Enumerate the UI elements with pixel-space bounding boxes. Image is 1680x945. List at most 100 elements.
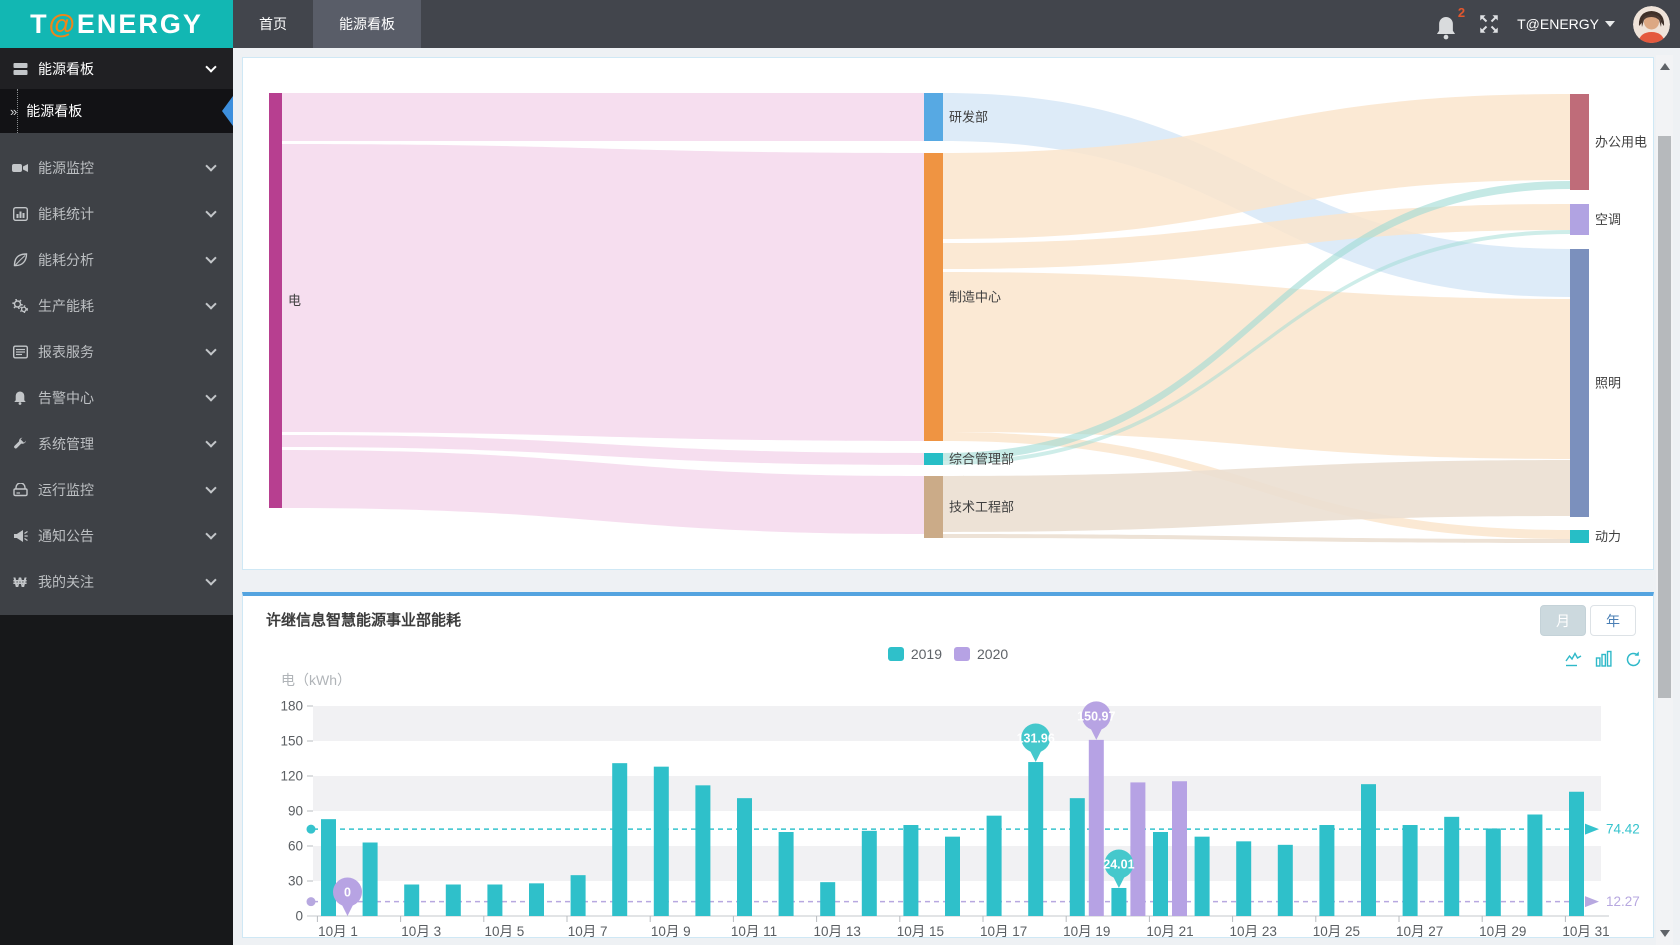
bar-2019-day13[interactable] (820, 882, 836, 916)
bar-2019-day25[interactable] (1319, 825, 1335, 916)
sankey-node-label: 办公用电 (1595, 135, 1647, 150)
legend-item-2019[interactable]: 2019 (887, 646, 942, 662)
bar-2019-day5[interactable] (487, 884, 503, 917)
bar-2019-day30[interactable] (1527, 814, 1543, 917)
bar-2019-day8[interactable] (612, 763, 628, 916)
bar-2019-day16[interactable] (945, 836, 960, 916)
sankey-node-研发部[interactable] (924, 93, 943, 141)
bar-2019-day10[interactable] (695, 785, 711, 916)
marker-pin-2020-day1[interactable] (333, 877, 362, 907)
sankey-node-综合管理部[interactable] (924, 453, 943, 465)
average-arrow-icon (1585, 823, 1599, 835)
sankey-node-制造中心[interactable] (924, 153, 943, 441)
bar-2019-day18[interactable] (1028, 762, 1044, 916)
won-icon: ₩ (13, 574, 27, 590)
marker-pin-2020-day19[interactable] (1081, 701, 1111, 731)
tab-1[interactable]: 能源看板 (313, 0, 421, 48)
bar-2020-day19[interactable] (1088, 739, 1104, 916)
chart-title: 许继信息智慧能源事业部能耗 (266, 612, 462, 629)
bar-2020-day21[interactable] (1172, 781, 1187, 916)
bar-chart-icon[interactable] (1594, 650, 1613, 669)
sankey-node-动力[interactable] (1570, 530, 1589, 543)
bar-2019-day27[interactable] (1402, 825, 1418, 916)
bar-2019-day29[interactable] (1485, 828, 1501, 917)
scroll-down-arrow-icon[interactable] (1660, 930, 1670, 937)
chevron-down-icon (205, 436, 217, 448)
sankey-node-空调[interactable] (1570, 204, 1589, 235)
marker-pin-2019-day20[interactable] (1104, 849, 1134, 879)
sidebar-item-能源监控[interactable]: 能源监控 (0, 145, 233, 191)
bar-2019-day26[interactable] (1361, 784, 1376, 916)
y-tick-label: 60 (288, 839, 303, 854)
sankey-node-办公用电[interactable] (1570, 94, 1589, 190)
sidebar-item-我的关注[interactable]: ₩ 我的关注 (0, 559, 233, 605)
sidebar-item-生产能耗[interactable]: 生产能耗 (0, 283, 233, 329)
sankey-link-技术工程部-动力 (943, 534, 1570, 543)
user-menu[interactable]: T@ENERGY (1517, 16, 1615, 32)
marker-pin-2019-day18[interactable] (1021, 723, 1051, 753)
sankey-node-技术工程部[interactable] (924, 476, 943, 538)
bar-2019-day21[interactable] (1153, 832, 1168, 916)
legend-item-2020[interactable]: 2020 (954, 646, 1008, 662)
bar-2019-day1[interactable] (321, 819, 336, 916)
average-line-start-dot (306, 897, 316, 907)
chevron-down-icon (205, 528, 217, 540)
sidebar-item-能耗分析[interactable]: 能耗分析 (0, 237, 233, 283)
bar-2019-day2[interactable] (362, 842, 378, 917)
bar-2019-day20[interactable] (1111, 887, 1127, 916)
chevron-down-icon (1605, 21, 1615, 27)
grid-stripe (313, 776, 1601, 811)
guillemet-icon: » (10, 103, 18, 119)
sidebar-item-label: 我的关注 (38, 574, 94, 590)
avatar[interactable] (1633, 5, 1670, 43)
month-toggle-button[interactable]: 月 (1540, 605, 1586, 636)
leaf-icon (12, 252, 28, 268)
bar-2019-day7[interactable] (570, 875, 586, 916)
sidebar-item-系统管理[interactable]: 系统管理 (0, 421, 233, 467)
camera-icon (12, 160, 28, 176)
refresh-icon[interactable] (1624, 650, 1643, 669)
gears-icon (12, 298, 28, 314)
chevron-down-icon (205, 206, 217, 218)
bar-2019-day6[interactable] (529, 883, 544, 916)
scrollbar-thumb[interactable] (1658, 136, 1671, 698)
bar-2019-day22[interactable] (1194, 836, 1210, 916)
bar-2019-day15[interactable] (903, 825, 919, 916)
bar-2019-day28[interactable] (1444, 816, 1460, 916)
sidebar-item-运行监控[interactable]: 运行监控 (0, 467, 233, 513)
sidebar-item-能耗统计[interactable]: 能耗统计 (0, 191, 233, 237)
bar-2019-day19[interactable] (1069, 798, 1085, 916)
tab-0[interactable]: 首页 (259, 16, 287, 32)
legend-label: 2020 (977, 646, 1009, 662)
bar-2019-day9[interactable] (653, 766, 669, 916)
sidebar-subitem-能源看板[interactable]: » 能源看板 (0, 89, 233, 133)
fullscreen-icon[interactable] (1479, 14, 1499, 34)
sankey-node-电[interactable] (269, 93, 282, 508)
bar-2019-day31[interactable] (1569, 791, 1584, 916)
sidebar-item-告警中心[interactable]: 告警中心 (0, 375, 233, 421)
sidebar-item-报表服务[interactable]: 报表服务 (0, 329, 233, 375)
scroll-up-arrow-icon[interactable] (1660, 63, 1670, 70)
main-content: 电 研发部 制造中心 综合管理部 技术工程部 办公用电 空调 照明 动力 许继信息智慧能源事业部… (233, 48, 1680, 945)
daily-consumption-bar-chart[interactable]: 0 30 60 90 120 150 180 10月 1 10月 3 10月 5 10月 7 10月 … (243, 596, 1653, 938)
line-chart-icon[interactable] (1564, 650, 1583, 669)
bar-2019-day23[interactable] (1236, 841, 1252, 916)
bar-2019-day17[interactable] (986, 815, 1002, 916)
bar-2019-day3[interactable] (404, 884, 420, 917)
sidebar-item-通知公告[interactable]: 通知公告 (0, 513, 233, 559)
bar-2019-day24[interactable] (1277, 844, 1293, 916)
year-toggle-button[interactable]: 年 (1590, 605, 1636, 636)
sankey-node-label: 照明 (1595, 376, 1621, 391)
bar-2019-day4[interactable] (445, 884, 461, 917)
chevron-down-icon (205, 252, 217, 264)
sankey-node-照明[interactable] (1570, 249, 1589, 517)
bar-2019-day14[interactable] (861, 830, 877, 916)
bar-2019-day11[interactable] (737, 798, 752, 916)
notification-bell-icon[interactable]: 2 (1435, 5, 1465, 40)
vertical-scrollbar[interactable] (1656, 55, 1673, 945)
bar-2019-day12[interactable] (778, 832, 794, 916)
chevron-down-icon (205, 298, 217, 310)
sidebar-group-能源看板[interactable]: 能源看板 (0, 48, 233, 89)
bar-2020-day20[interactable] (1130, 782, 1146, 916)
